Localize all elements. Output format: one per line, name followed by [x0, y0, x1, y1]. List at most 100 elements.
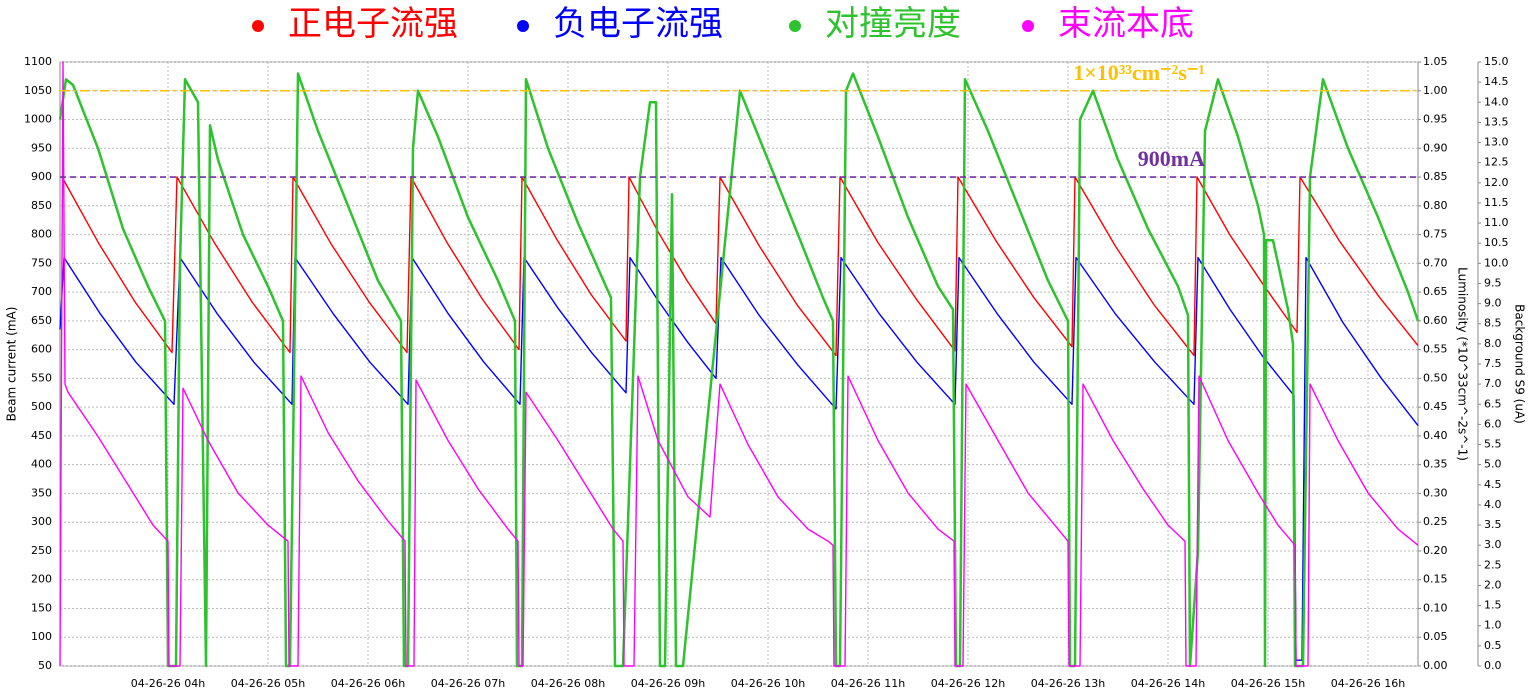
y-tick-label: 1100	[24, 55, 52, 68]
tick-label: 0.60	[1423, 314, 1448, 327]
tick-label: 10.5	[1484, 236, 1509, 249]
tick-label: 8.0	[1484, 337, 1502, 350]
y-tick-label: 300	[31, 515, 52, 528]
tick-label: 3.0	[1484, 538, 1502, 551]
tick-label: 0.75	[1423, 228, 1448, 241]
x-tick-label: 04-26-26 12h	[931, 677, 1005, 690]
y-tick-label: 200	[31, 573, 52, 586]
x-tick-label: 04-26-26 15h	[1231, 677, 1305, 690]
y-tick-label: 950	[31, 141, 52, 154]
y-tick-label: 800	[31, 228, 52, 241]
tick-label: 0.10	[1423, 601, 1448, 614]
tick-label: 15.0	[1484, 55, 1509, 68]
annotation: 1×10³³cm⁻²s⁻¹	[1073, 60, 1205, 85]
tick-label: 14.0	[1484, 95, 1509, 108]
tick-label: 0.25	[1423, 515, 1448, 528]
tick-label: 12.5	[1484, 156, 1509, 169]
x-tick-label: 04-26-26 07h	[431, 677, 505, 690]
legend-label: 束流本底	[1058, 4, 1194, 44]
series-line	[59, 61, 1419, 667]
legend-marker	[517, 20, 529, 32]
legend-label: 对撞亮度	[825, 4, 961, 44]
y-tick-label: 700	[31, 285, 52, 298]
x-tick-label: 04-26-26 11h	[831, 677, 905, 690]
tick-label: 0.35	[1423, 458, 1448, 471]
x-tick-label: 04-26-26 16h	[1331, 677, 1405, 690]
tick-label: 0.45	[1423, 400, 1448, 413]
x-tick-label: 04-26-26 13h	[1031, 677, 1105, 690]
tick-label: 0.95	[1423, 113, 1448, 126]
tick-label: 0.00	[1423, 659, 1448, 672]
tick-label: 0.30	[1423, 486, 1448, 499]
tick-label: 0.0	[1484, 659, 1502, 672]
tick-label: 0.05	[1423, 630, 1448, 643]
y-tick-label: 50	[38, 659, 52, 672]
tick-label: 0.20	[1423, 544, 1448, 557]
legend-marker	[252, 20, 264, 32]
tick-label: 1.5	[1484, 599, 1502, 612]
y-tick-label: 1050	[24, 84, 52, 97]
y3-axis-title: Background S9 (uA)	[1513, 304, 1527, 424]
y-tick-label: 500	[31, 400, 52, 413]
y-tick-label: 550	[31, 371, 52, 384]
tick-label: 5.5	[1484, 438, 1502, 451]
legend-marker	[1022, 20, 1034, 32]
series-line	[59, 256, 1419, 661]
y-tick-label: 600	[31, 343, 52, 356]
tick-label: 11.5	[1484, 196, 1509, 209]
legend-label: 负电子流强	[553, 4, 723, 44]
tick-label: 6.0	[1484, 417, 1502, 430]
tick-label: 0.15	[1423, 573, 1448, 586]
tick-label: 0.70	[1423, 256, 1448, 269]
tick-label: 14.5	[1484, 75, 1509, 88]
tick-label: 9.0	[1484, 297, 1502, 310]
tick-label: 12.0	[1484, 176, 1509, 189]
tick-label: 2.0	[1484, 578, 1502, 591]
x-tick-label: 04-26-26 08h	[531, 677, 605, 690]
tick-label: 5.0	[1484, 458, 1502, 471]
tick-label: 2.5	[1484, 558, 1502, 571]
tick-label: 11.0	[1484, 216, 1509, 229]
y-tick-label: 400	[31, 458, 52, 471]
y-tick-label: 250	[31, 544, 52, 557]
y-tick-label: 1000	[24, 113, 52, 126]
tick-label: 13.5	[1484, 115, 1509, 128]
tick-label: 7.0	[1484, 377, 1502, 390]
tick-label: 9.5	[1484, 276, 1502, 289]
tick-label: 0.40	[1423, 429, 1448, 442]
tick-label: 1.00	[1423, 84, 1448, 97]
tick-label: 0.65	[1423, 285, 1448, 298]
legend-label: 正电子流强	[288, 4, 458, 44]
tick-label: 0.80	[1423, 199, 1448, 212]
tick-label: 4.0	[1484, 498, 1502, 511]
y-tick-label: 900	[31, 170, 52, 183]
x-tick-label: 04-26-26 10h	[731, 677, 805, 690]
tick-label: 8.5	[1484, 317, 1502, 330]
y-tick-label: 150	[31, 601, 52, 614]
x-tick-label: 04-26-26 06h	[331, 677, 405, 690]
tick-label: 1.05	[1423, 55, 1448, 68]
y-tick-label: 650	[31, 314, 52, 327]
tick-label: 0.55	[1423, 343, 1448, 356]
y-tick-label: 100	[31, 630, 52, 643]
tick-label: 4.5	[1484, 478, 1502, 491]
series-line	[58, 72, 1420, 668]
x-tick-label: 04-26-26 14h	[1131, 677, 1205, 690]
y-tick-label: 450	[31, 429, 52, 442]
tick-label: 10.0	[1484, 256, 1509, 269]
y2-axis-title: Luminosity (*10^33cm^-2s^-1)	[1456, 267, 1470, 461]
x-tick-label: 04-26-26 05h	[231, 677, 305, 690]
y-axis-title: Beam current (mA)	[5, 307, 19, 422]
x-tick-label: 04-26-26 04h	[131, 677, 205, 690]
legend-marker	[789, 20, 801, 32]
tick-label: 0.5	[1484, 639, 1502, 652]
tick-label: 0.85	[1423, 170, 1448, 183]
series-line	[61, 176, 1419, 357]
y-tick-label: 850	[31, 199, 52, 212]
tick-label: 0.50	[1423, 371, 1448, 384]
y-tick-label: 750	[31, 256, 52, 269]
x-tick-label: 04-26-26 09h	[631, 677, 705, 690]
tick-label: 1.0	[1484, 619, 1502, 632]
tick-label: 7.5	[1484, 357, 1502, 370]
plot-area	[59, 61, 1419, 667]
